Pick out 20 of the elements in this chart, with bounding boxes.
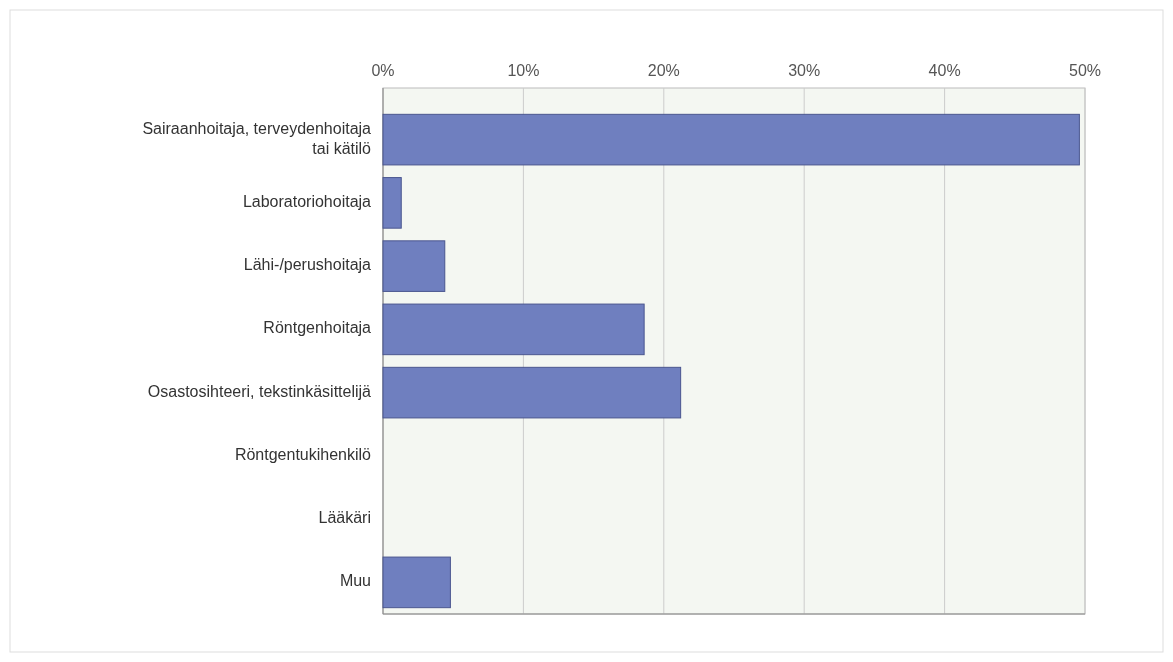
bar [382, 113, 1080, 166]
y-tick-label: Lähi-/perushoitaja [243, 256, 372, 274]
x-tick-label: 40% [928, 62, 961, 79]
y-tick-label: Lääkäri [318, 509, 371, 527]
x-tick-label: 0% [371, 62, 395, 79]
bar [382, 177, 402, 229]
x-tick-label: 30% [788, 62, 821, 79]
y-tick-label: Röntgenhoitaja [263, 319, 372, 337]
y-tick-label: Sairaanhoitaja, terveydenhoitaja tai kätilö [142, 119, 372, 157]
x-tick-label: 20% [647, 62, 680, 79]
y-tick-label: Osastosihteeri, tekstinkäsittelijä [147, 382, 372, 400]
bar [382, 556, 451, 609]
y-tick-label: Muu [339, 572, 371, 590]
x-tick-label: 10% [507, 62, 540, 79]
bar [382, 303, 645, 356]
y-tick-label: Röntgentukihenkilö [234, 446, 372, 464]
y-tick-label: Laboratoriohoitaja [242, 193, 372, 211]
bar [382, 240, 446, 292]
bar [382, 366, 682, 419]
x-tick-label: 50% [1068, 62, 1102, 79]
